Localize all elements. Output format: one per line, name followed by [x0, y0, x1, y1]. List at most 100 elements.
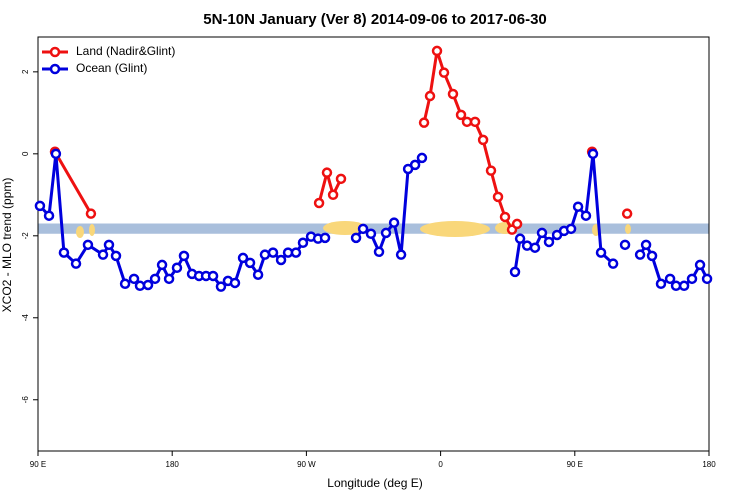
- data-point: [424, 90, 436, 102]
- data-point: [134, 280, 146, 292]
- x-tick-label: 90 E: [30, 460, 46, 469]
- data-point: [514, 233, 526, 244]
- data-point: [511, 218, 523, 230]
- data-point: [572, 201, 584, 212]
- data-point: [536, 227, 548, 239]
- data-point: [418, 117, 430, 128]
- data-point: [655, 278, 667, 290]
- y-axis-label: XCO2 - MLO trend (ppm): [0, 178, 14, 313]
- data-point: [409, 159, 421, 171]
- x-tick-label: 0: [438, 460, 443, 469]
- data-point: [492, 191, 504, 203]
- data-point: [319, 232, 331, 244]
- data-point: [670, 280, 682, 292]
- data-point: [438, 67, 450, 78]
- legend-marker: [49, 46, 61, 58]
- data-point: [350, 232, 362, 244]
- data-point: [110, 250, 122, 262]
- legend-marker: [49, 63, 61, 75]
- data-point: [321, 167, 333, 178]
- data-point: [244, 257, 256, 269]
- data-point: [619, 239, 631, 251]
- x-tick-label: 90 W: [297, 460, 316, 469]
- data-point: [335, 173, 347, 185]
- data-point: [580, 210, 592, 221]
- data-point: [485, 165, 497, 176]
- data-point: [142, 279, 154, 291]
- data-point: [640, 239, 652, 251]
- data-point: [229, 277, 241, 289]
- data-point: [686, 273, 698, 285]
- data-point: [58, 247, 70, 258]
- data-point: [97, 249, 109, 260]
- data-point: [607, 258, 619, 269]
- data-point: [646, 250, 658, 262]
- x-tick-label: 180: [166, 460, 180, 469]
- data-point: [587, 148, 599, 160]
- x-tick-label: 180: [702, 460, 716, 469]
- data-point: [290, 247, 302, 258]
- data-point: [431, 45, 443, 57]
- data-point: [163, 273, 175, 285]
- series-line: [38, 153, 709, 289]
- data-point: [701, 273, 713, 285]
- data-point: [395, 249, 407, 260]
- y-tick-label: -2: [21, 232, 30, 240]
- data-point: [469, 116, 481, 128]
- data-point: [380, 227, 392, 239]
- data-point: [82, 239, 94, 251]
- data-point: [509, 266, 521, 278]
- y-tick-label: -4: [21, 314, 30, 322]
- series-line: [55, 51, 627, 230]
- data-point: [252, 269, 264, 280]
- data-point: [178, 250, 190, 262]
- y-tick-label: 0: [21, 151, 30, 156]
- data-point: [156, 259, 168, 271]
- data-point: [149, 273, 161, 285]
- data-point: [50, 148, 62, 160]
- data-point: [621, 208, 633, 219]
- data-point: [373, 246, 385, 258]
- y-tick-label: 2: [21, 69, 30, 74]
- data-point: [103, 239, 115, 251]
- y-tick-label: -6: [21, 396, 30, 404]
- data-point: [34, 200, 46, 212]
- data-point: [565, 223, 577, 235]
- data-point: [85, 208, 97, 219]
- data-point: [461, 116, 473, 128]
- data-point: [365, 228, 377, 240]
- data-point: [259, 249, 271, 260]
- data-point: [678, 280, 690, 292]
- data-point: [128, 273, 140, 285]
- data-point: [207, 270, 219, 282]
- reference-band: [38, 223, 709, 234]
- data-point: [171, 262, 183, 274]
- data-point: [529, 242, 541, 253]
- data-point: [357, 223, 369, 235]
- data-point: [297, 237, 309, 249]
- data-point: [447, 88, 459, 100]
- data-point: [267, 247, 279, 258]
- data-point: [416, 152, 428, 164]
- data-point: [388, 217, 400, 228]
- data-point: [543, 236, 555, 248]
- chart-title: 5N-10N January (Ver 8) 2014-09-06 to 201…: [203, 11, 547, 28]
- data-point: [237, 252, 249, 264]
- data-point: [70, 258, 82, 269]
- x-tick-label: 90 E: [567, 460, 583, 469]
- data-point: [694, 259, 706, 271]
- data-point: [275, 254, 287, 266]
- legend-label: Ocean (Glint): [76, 61, 147, 75]
- data-point: [43, 210, 55, 221]
- data-point: [313, 197, 325, 209]
- data-point: [634, 249, 646, 260]
- x-axis-label: Longitude (deg E): [327, 476, 422, 490]
- plot-frame: [37, 36, 710, 452]
- data-point: [215, 281, 227, 292]
- data-point: [455, 109, 467, 121]
- data-point: [119, 278, 131, 290]
- data-point: [327, 189, 339, 201]
- data-point: [477, 134, 489, 146]
- data-point: [595, 247, 607, 258]
